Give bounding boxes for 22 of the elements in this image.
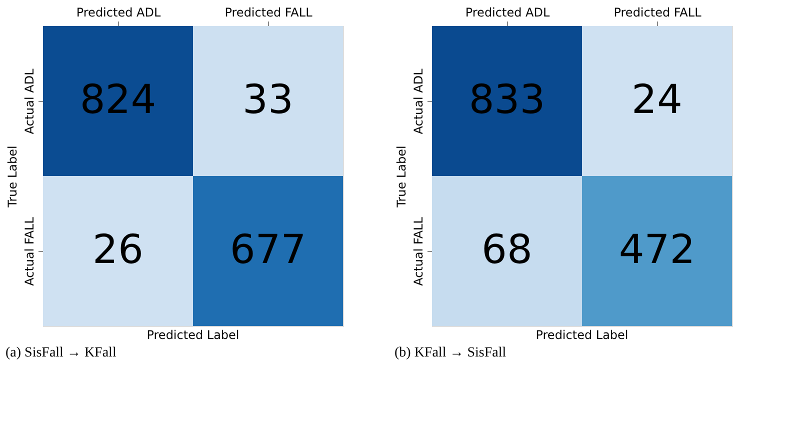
x-axis-title: Predicted Label — [146, 328, 240, 342]
data-label: 24 — [632, 77, 682, 123]
data-label: 833 — [468, 77, 546, 123]
data-label: 677 — [230, 227, 306, 273]
data-label: 68 — [482, 227, 532, 273]
data-label: 33 — [242, 77, 294, 123]
y-tick-label: Actual FALL — [412, 216, 426, 286]
x-tick-label: Predicted ADL — [76, 6, 161, 20]
data-label: 26 — [92, 227, 144, 273]
x-axis-title: Predicted Label — [536, 328, 628, 342]
y-tick-label: Actual FALL — [22, 216, 36, 286]
y-tick-label: Actual ADL — [22, 68, 36, 134]
text: (a) SisFall → KFall — [6, 346, 116, 360]
y-axis-title: True Label — [394, 146, 408, 208]
y-axis-title: True Label — [6, 146, 20, 208]
data-label: 824 — [80, 77, 156, 123]
data-label: 472 — [618, 227, 696, 273]
x-tick-label: Predicted FALL — [224, 6, 313, 20]
x-tick-label: Predicted ADL — [465, 6, 550, 20]
text: (b) KFall → SisFall — [394, 346, 506, 360]
y-tick-label: Actual ADL — [412, 68, 426, 134]
x-tick-label: Predicted FALL — [614, 6, 702, 20]
